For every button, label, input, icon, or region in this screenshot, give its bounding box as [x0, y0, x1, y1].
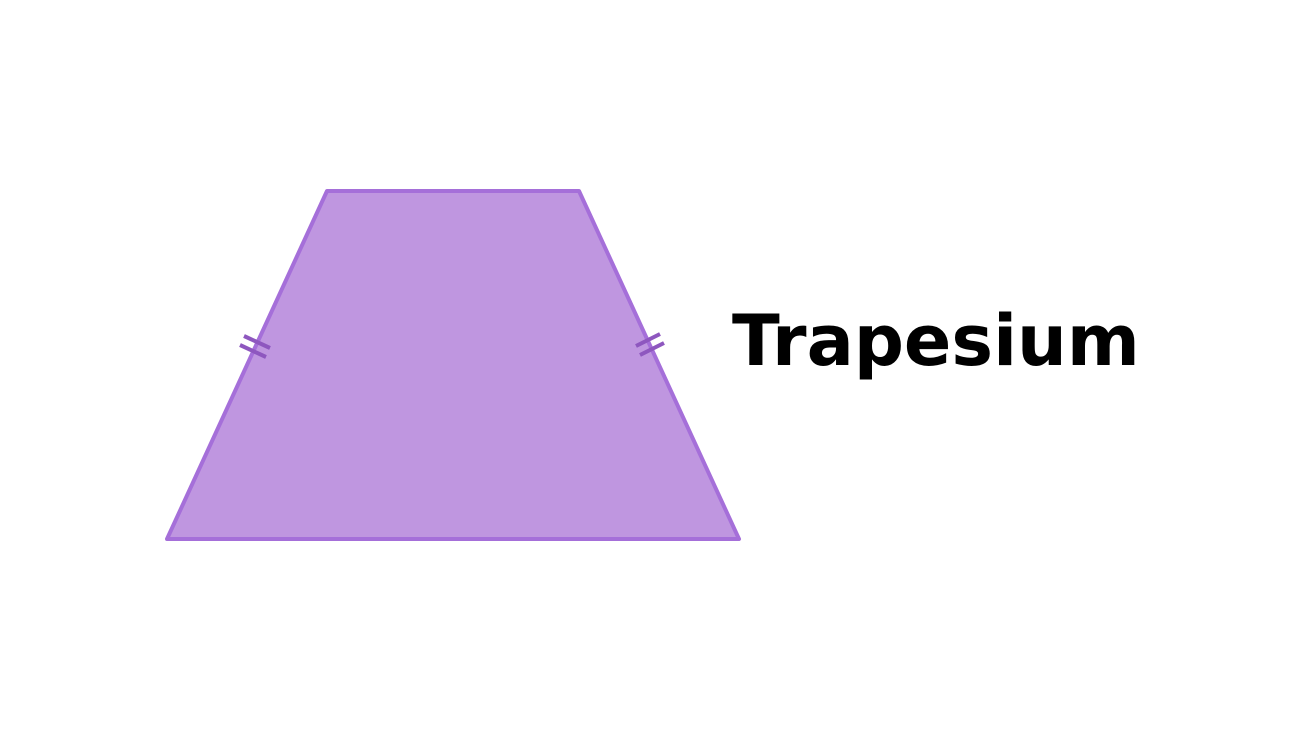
right-side-tick-marks — [635, 332, 665, 357]
left-tick-mark-2 — [239, 343, 267, 359]
left-tick-mark-1 — [243, 334, 271, 350]
trapezoid-shape — [165, 189, 741, 541]
right-tick-mark-2 — [639, 341, 665, 357]
right-tick-mark-1 — [635, 332, 661, 348]
left-side-tick-marks — [239, 334, 271, 359]
shape-name-label: Trapesium — [732, 300, 1140, 382]
